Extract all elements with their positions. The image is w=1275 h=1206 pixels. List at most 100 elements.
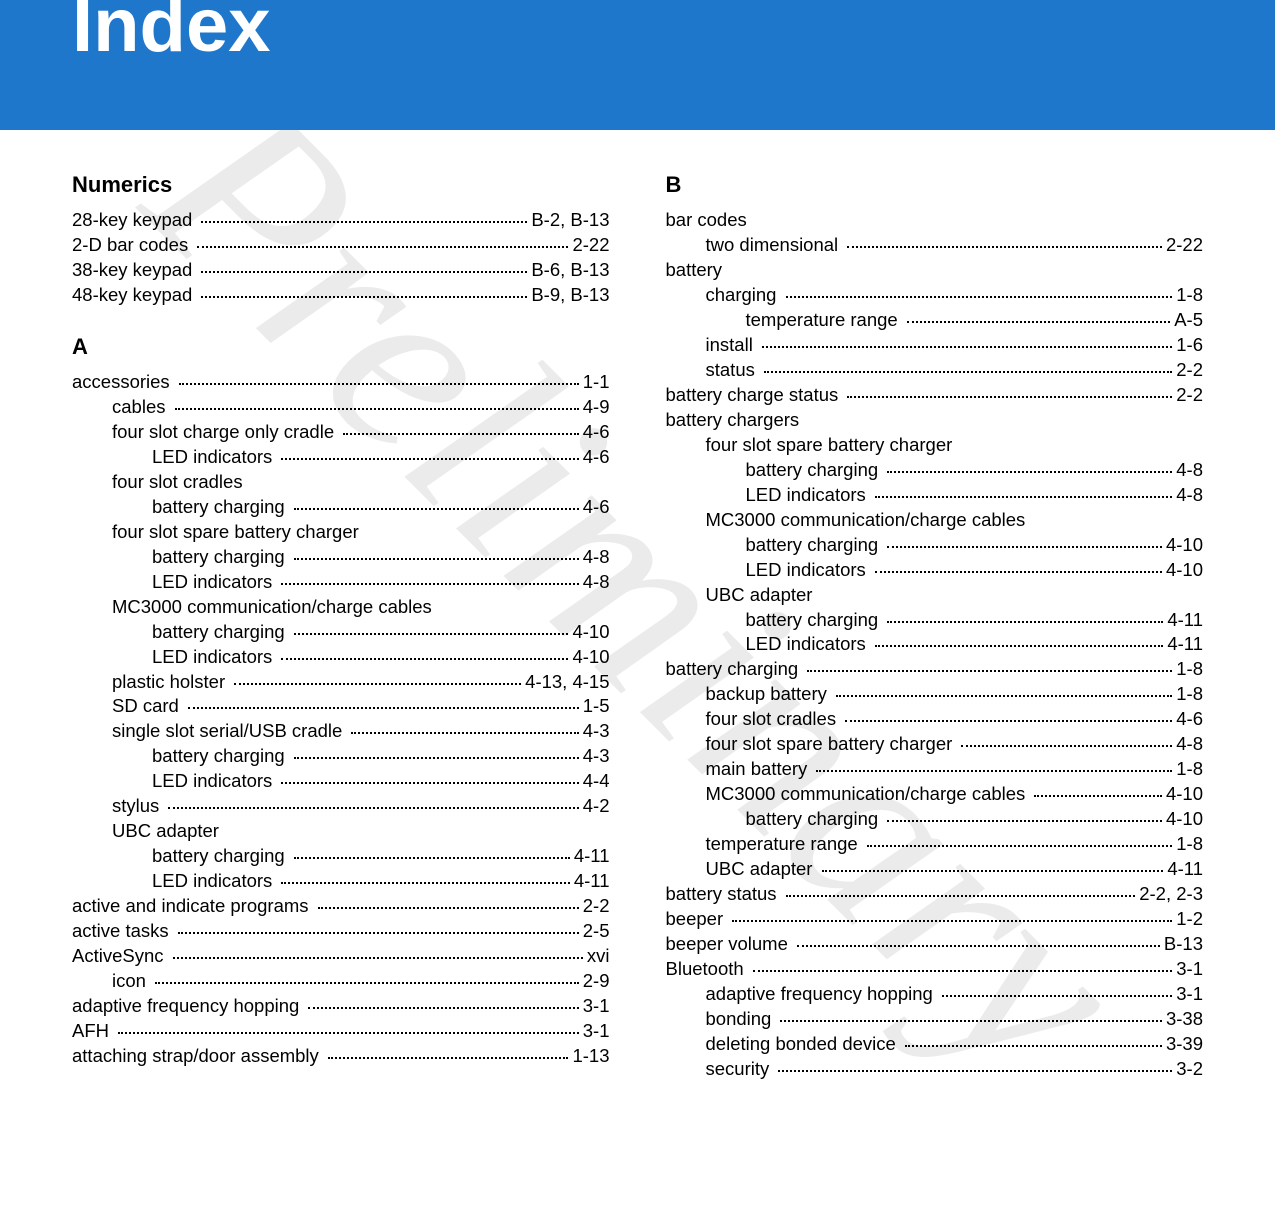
entry-page: 4-11 <box>1167 632 1203 657</box>
entry-page: 1-6 <box>1176 333 1203 358</box>
entry-page: 4-10 <box>1166 533 1203 558</box>
index-entry: backup battery 1-8 <box>666 682 1204 707</box>
index-entry: single slot serial/USB cradle 4-3 <box>72 719 610 744</box>
entry-page: 3-1 <box>583 1019 610 1044</box>
entry-label: LED indicators <box>746 632 871 657</box>
entry-label: main battery <box>706 757 813 782</box>
index-entry: AFH 3-1 <box>72 1019 610 1044</box>
entry-label: status <box>706 358 761 383</box>
leader-dots <box>441 595 606 610</box>
index-entry: install 1-6 <box>666 333 1204 358</box>
entry-label: four slot cradles <box>706 707 842 732</box>
entry-label: battery charging <box>746 807 884 832</box>
index-entry: adaptive frequency hopping 3-1 <box>72 994 610 1019</box>
leader-dots <box>343 418 578 435</box>
index-entry: security 3-2 <box>666 1057 1204 1082</box>
leader-dots <box>875 556 1162 573</box>
leader-dots <box>907 306 1170 323</box>
entry-page: 2-9 <box>583 969 610 994</box>
entry-page: 4-10 <box>1166 782 1203 807</box>
index-entry: LED indicators 4-10 <box>72 645 610 670</box>
index-entry: 48-key keypad B-9, B-13 <box>72 283 610 308</box>
entry-label: backup battery <box>706 682 833 707</box>
leader-dots <box>188 693 579 710</box>
leader-dots <box>294 618 569 635</box>
entry-label: UBC adapter <box>706 857 818 882</box>
leader-dots <box>228 820 605 835</box>
leader-dots <box>155 967 579 984</box>
entry-page: 4-10 <box>1166 558 1203 583</box>
entry-page: 4-13, 4-15 <box>525 670 609 695</box>
index-entry: attaching strap/door assembly 1-13 <box>72 1044 610 1069</box>
entry-page: 1-5 <box>583 694 610 719</box>
entry-page: 4-10 <box>572 620 609 645</box>
index-entry: battery charging 4-10 <box>72 620 610 645</box>
index-entry: four slot spare battery charger <box>666 433 1204 458</box>
index-entry: Bluetooth 3-1 <box>666 957 1204 982</box>
entry-page: 4-4 <box>583 769 610 794</box>
leader-dots <box>178 917 579 934</box>
index-entry: battery charging 4-11 <box>666 608 1204 633</box>
entry-page: 1-8 <box>1176 757 1203 782</box>
entry-page: 3-1 <box>1176 982 1203 1007</box>
index-entry: plastic holster 4-13, 4-15 <box>72 670 610 695</box>
leader-dots <box>836 681 1172 698</box>
entry-page: 2-2 <box>583 894 610 919</box>
leader-dots <box>753 955 1172 972</box>
leader-dots <box>281 643 568 660</box>
leader-dots <box>294 543 579 560</box>
entry-page: 1-8 <box>1176 657 1203 682</box>
leader-dots <box>887 805 1162 822</box>
leader-dots <box>308 992 578 1009</box>
leader-dots <box>173 942 583 959</box>
index-entry: LED indicators 4-10 <box>666 558 1204 583</box>
leader-dots <box>875 481 1172 498</box>
index-entry: deleting bonded device 3-39 <box>666 1032 1204 1057</box>
leader-dots <box>887 606 1163 623</box>
leader-dots <box>281 443 578 460</box>
entry-label: battery charging <box>746 608 884 633</box>
entry-label: battery status <box>666 882 782 907</box>
leader-dots <box>731 258 1199 273</box>
leader-dots <box>732 905 1172 922</box>
entry-label: active tasks <box>72 919 174 944</box>
index-entry: battery charging 1-8 <box>666 657 1204 682</box>
leader-dots <box>942 980 1172 997</box>
entry-label: four slot cradles <box>112 470 248 495</box>
leader-dots <box>786 880 1136 897</box>
entry-label: cables <box>112 395 171 420</box>
index-entry: four slot charge only cradle 4-6 <box>72 420 610 445</box>
leader-dots <box>780 1005 1161 1022</box>
entry-label: temperature range <box>746 308 903 333</box>
leader-dots <box>294 842 570 859</box>
entry-page: 1-2 <box>1176 907 1203 932</box>
leader-dots <box>318 892 579 909</box>
entry-page: 1-1 <box>583 370 610 395</box>
entry-page: 4-8 <box>1176 732 1203 757</box>
leader-dots <box>294 493 579 510</box>
leader-dots <box>875 631 1163 648</box>
leader-dots <box>197 231 568 248</box>
entry-label: adaptive frequency hopping <box>706 982 938 1007</box>
leader-dots <box>961 433 1199 448</box>
entry-page: 4-6 <box>583 420 610 445</box>
entry-page: 1-13 <box>572 1044 609 1069</box>
leader-dots <box>281 768 578 785</box>
entry-label: beeper <box>666 907 729 932</box>
index-entry: 38-key keypad B-6, B-13 <box>72 258 610 283</box>
entry-page: 4-8 <box>1176 483 1203 508</box>
entry-label: accessories <box>72 370 175 395</box>
entry-label: MC3000 communication/charge cables <box>112 595 437 620</box>
page: Preliminary Index Numerics28-key keypad … <box>0 0 1275 1206</box>
leader-dots <box>762 331 1172 348</box>
entry-label: UBC adapter <box>112 819 224 844</box>
entry-label: AFH <box>72 1019 114 1044</box>
entry-label: 28-key keypad <box>72 208 197 233</box>
index-entry: temperature range 1-8 <box>666 832 1204 857</box>
entry-label: deleting bonded device <box>706 1032 901 1057</box>
leader-dots <box>867 830 1172 847</box>
entry-label: battery <box>666 258 728 283</box>
index-entry: battery chargers <box>666 408 1204 433</box>
leader-dots <box>887 456 1172 473</box>
entry-label: four slot charge only cradle <box>112 420 339 445</box>
